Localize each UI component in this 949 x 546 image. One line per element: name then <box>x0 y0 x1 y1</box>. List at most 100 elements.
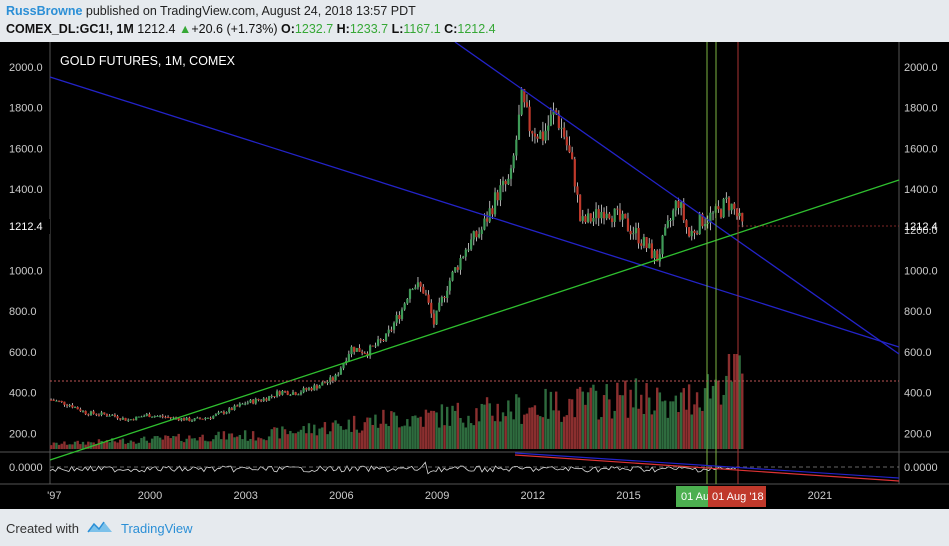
candle-body <box>132 419 135 421</box>
volume-bar <box>722 394 725 449</box>
candle-body <box>84 410 87 415</box>
upper-trendline <box>49 76 900 348</box>
y-tick-label-right: 1800.0 <box>904 103 938 115</box>
candle-body <box>454 267 457 272</box>
volume-bar <box>342 429 345 449</box>
candle-body <box>427 294 430 303</box>
tradingview-link[interactable]: TradingView <box>120 521 193 536</box>
candle-body <box>291 392 295 395</box>
volume-bar <box>321 427 324 449</box>
candle-body <box>73 407 77 409</box>
volume-bar <box>235 436 239 449</box>
candle-body <box>541 131 545 141</box>
volume-bar <box>467 415 470 449</box>
volume-bar <box>158 437 162 449</box>
candle-body <box>642 237 646 246</box>
candle-body <box>190 420 194 422</box>
candle-body <box>440 297 443 303</box>
volume-bar <box>214 435 218 449</box>
volume-bar <box>84 444 87 449</box>
candle-body <box>355 347 358 352</box>
candle-body <box>515 139 518 156</box>
candle-body <box>68 405 71 407</box>
volume-bar <box>267 436 271 449</box>
candle-body <box>560 127 563 129</box>
volume-bar <box>193 438 196 449</box>
candle-body <box>204 418 207 420</box>
candle-body <box>677 200 680 208</box>
volume-bar <box>180 440 183 449</box>
candle-body <box>180 418 183 421</box>
candle-body <box>470 239 473 250</box>
volume-bar <box>451 405 454 449</box>
candle-body <box>451 271 454 281</box>
candle-body <box>565 136 568 146</box>
volume-bar <box>430 410 433 449</box>
volume-bar <box>565 415 569 449</box>
candle-body <box>329 377 332 382</box>
volume-bar <box>337 423 340 449</box>
volume-bar <box>368 417 372 449</box>
candle-body <box>196 417 199 419</box>
candle-body <box>281 390 284 395</box>
tradingview-logo-icon[interactable] <box>87 520 113 537</box>
candle-body <box>422 286 425 294</box>
candles <box>50 87 744 423</box>
x-tick-label: 2006 <box>329 490 353 502</box>
volume-bar <box>642 413 646 449</box>
volume-bar <box>738 355 741 449</box>
candle-body <box>60 401 63 403</box>
volume-bar <box>719 404 723 449</box>
candle-body <box>533 133 537 137</box>
volume-bar <box>544 388 547 449</box>
volume-bar <box>347 419 351 449</box>
volume-bar <box>145 440 149 449</box>
volume-bar <box>52 442 55 449</box>
candle-body <box>246 402 249 404</box>
volume-bar <box>222 431 226 449</box>
candle-body <box>347 354 350 362</box>
candle-body <box>634 227 638 234</box>
volume-bars <box>49 354 744 449</box>
candle-body <box>262 398 265 401</box>
candle-body <box>408 289 412 299</box>
volume-bar <box>305 433 308 449</box>
candle-body <box>337 374 340 376</box>
volume-bar <box>119 439 122 449</box>
author-link[interactable]: RussBrowne <box>6 4 83 18</box>
volume-bar <box>363 422 366 449</box>
gold-chart-svg[interactable]: 200.0 200.0 400.0 400.0 600.0 600.0 800.0 800.0… <box>0 41 949 509</box>
candle-body <box>265 398 268 401</box>
candle-body <box>254 399 257 404</box>
candle-body <box>230 408 233 410</box>
volume-bar <box>297 431 300 449</box>
candle-body <box>302 388 305 393</box>
volume-bar <box>392 412 396 449</box>
volume-bar <box>589 387 592 449</box>
volume-bar <box>629 389 632 449</box>
volume-bar <box>735 354 739 449</box>
candle-body <box>584 216 587 223</box>
y-tick-label-right: 800.0 <box>904 306 932 318</box>
volume-bar <box>648 397 651 449</box>
volume-bar <box>209 441 212 449</box>
candle-body <box>400 309 404 320</box>
candle-body <box>182 418 186 421</box>
volume-bar <box>677 412 680 449</box>
candle-body <box>127 419 130 421</box>
candle-body <box>501 180 505 186</box>
candle-body <box>555 110 558 114</box>
candle-body <box>116 416 119 419</box>
volume-bar <box>461 422 465 449</box>
volume-bar <box>656 387 659 449</box>
volume-bar <box>148 442 151 449</box>
volume-bar <box>134 443 138 449</box>
volume-bar <box>169 438 172 449</box>
candle-body <box>523 89 526 103</box>
x-tick-label: 2021 <box>808 490 832 502</box>
candle-body <box>552 110 555 115</box>
candle-body <box>390 329 393 331</box>
chart-area[interactable]: 200.0 200.0 400.0 400.0 600.0 600.0 800.0 800.0… <box>0 41 949 509</box>
volume-bar <box>477 421 481 449</box>
volume-bar <box>632 407 635 449</box>
